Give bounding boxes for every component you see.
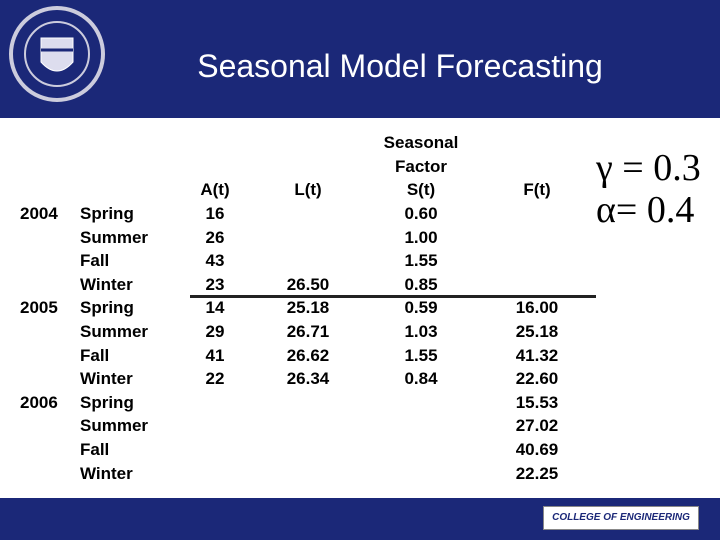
value-a: 16	[205, 204, 225, 223]
season: Fall	[80, 440, 110, 459]
value-s: 0.84	[404, 369, 438, 389]
season: Winter	[80, 274, 133, 294]
year: 2005	[20, 298, 58, 318]
season: Spring	[80, 392, 134, 412]
value-f: 41.32	[515, 345, 559, 365]
value-a: 14	[205, 298, 225, 318]
value-l: 26.50	[286, 274, 330, 294]
value-s: 0.85	[404, 274, 438, 294]
value-l: 25.18	[286, 298, 330, 318]
season: Summer	[80, 416, 149, 436]
parameter: γ = 0.3	[596, 147, 701, 189]
value-s: 1.00	[404, 227, 438, 247]
value-a: 41	[205, 345, 225, 365]
value-s: 0.59	[404, 298, 438, 318]
value-s: 1.55	[404, 251, 438, 271]
parameter: α= 0.4	[596, 189, 695, 231]
season: Winter	[80, 369, 133, 389]
value-f: 22.60	[515, 369, 559, 389]
season: Fall	[80, 251, 110, 271]
year: 2004	[20, 204, 58, 223]
value-l: 26.34	[286, 369, 330, 389]
season: Fall	[80, 345, 110, 365]
season: Spring	[80, 204, 134, 223]
value-l: 26.71	[286, 322, 330, 341]
value-f: 16.00	[515, 298, 559, 318]
season: Winter	[80, 463, 133, 483]
column-header: A(t)	[200, 180, 230, 200]
year: 2006	[20, 392, 58, 412]
footer-band: COLLEGE OF ENGINEERING	[0, 498, 720, 540]
column-header: Factor	[395, 156, 447, 176]
value-f: 22.25	[515, 463, 559, 483]
value-s: 1.55	[404, 345, 438, 365]
value-a: 29	[205, 322, 225, 341]
value-a: 26	[205, 227, 225, 247]
season: Spring	[80, 298, 134, 318]
column-header: Seasonal	[383, 133, 459, 153]
logo-text: COLLEGE OF ENGINEERING	[552, 512, 690, 523]
value-s: 1.03	[404, 322, 438, 341]
value-a: 22	[205, 369, 225, 389]
value-a: 43	[205, 251, 225, 271]
header-band: Seasonal Model Forecasting	[0, 0, 720, 118]
seal	[9, 6, 105, 102]
value-l: 26.62	[286, 345, 330, 365]
column-header: S(t)	[406, 180, 436, 200]
value-s: 0.60	[404, 204, 438, 223]
season: Summer	[80, 227, 149, 247]
slide-title: Seasonal Model Forecasting	[197, 48, 603, 84]
value-a: 23	[205, 274, 225, 294]
season: Summer	[80, 322, 149, 341]
value-f: 40.69	[515, 440, 559, 459]
divider-line	[190, 295, 596, 298]
column-header: F(t)	[523, 180, 551, 200]
value-f: 27.02	[515, 416, 559, 436]
value-f: 25.18	[515, 322, 559, 341]
column-header: L(t)	[294, 180, 322, 200]
value-f: 15.53	[515, 392, 559, 412]
logo: COLLEGE OF ENGINEERING	[543, 506, 699, 530]
